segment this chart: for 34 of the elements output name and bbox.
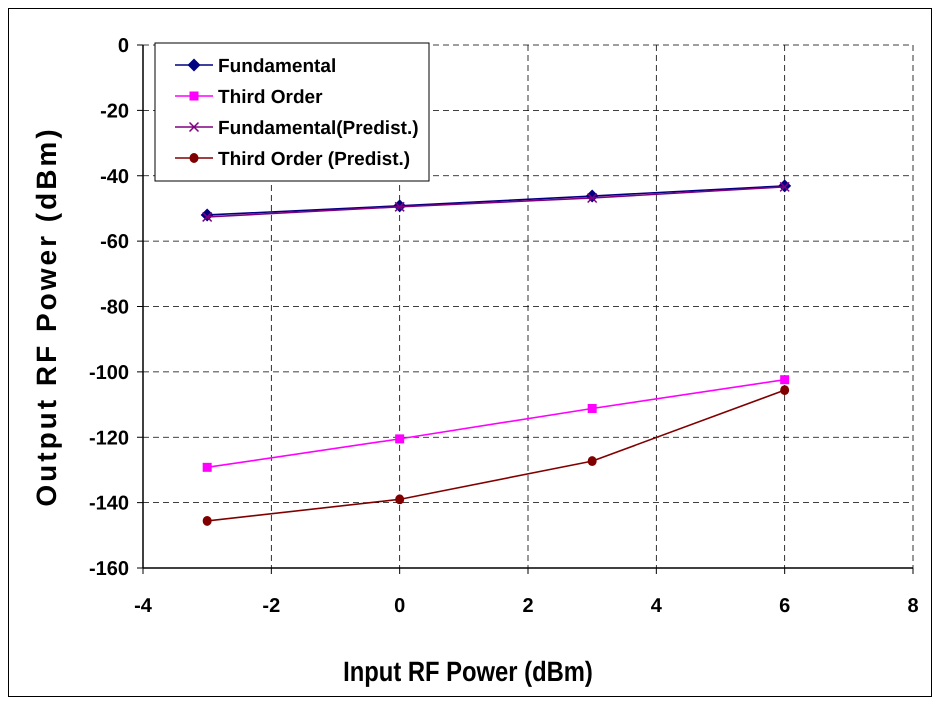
x-tick-label: 0	[394, 595, 406, 617]
x-axis-title: Input RF Power (dBm)	[343, 655, 593, 688]
x-tick-label: -2	[262, 595, 280, 617]
legend-label: Fundamental(Predist.)	[218, 118, 419, 139]
x-tick-label: -4	[134, 595, 153, 617]
point	[588, 404, 597, 413]
point	[202, 516, 212, 526]
x-tick-label: 2	[522, 595, 534, 617]
point	[394, 202, 405, 212]
point	[779, 182, 790, 192]
legend-label: Third Order	[218, 87, 324, 108]
point	[780, 375, 790, 384]
x-tick-label: 8	[907, 595, 919, 617]
point	[202, 462, 212, 472]
y-tick-label: -100	[88, 362, 129, 384]
y-tick-label: -140	[88, 492, 129, 515]
point	[395, 494, 404, 504]
legend-label: Fundamental	[218, 56, 336, 77]
y-tick-label: -120	[88, 427, 129, 450]
y-tick-label: -20	[100, 100, 129, 122]
point	[586, 192, 598, 204]
point	[780, 385, 790, 396]
x-tick-label: 4	[650, 595, 663, 617]
point	[202, 212, 212, 222]
y-tick-label: -80	[100, 296, 129, 318]
x-tick-label: 6	[779, 595, 790, 617]
y-tick-label: -40	[100, 166, 129, 188]
y-tick-label: 0	[118, 35, 129, 57]
y-tick-label: -60	[100, 231, 129, 254]
y-tick-label: -160	[88, 558, 129, 580]
legend-label: Third Order (Predist.)	[218, 149, 410, 170]
y-axis-title: Output RF Power (dBm)	[31, 126, 62, 507]
point	[588, 456, 597, 466]
point	[395, 434, 404, 444]
